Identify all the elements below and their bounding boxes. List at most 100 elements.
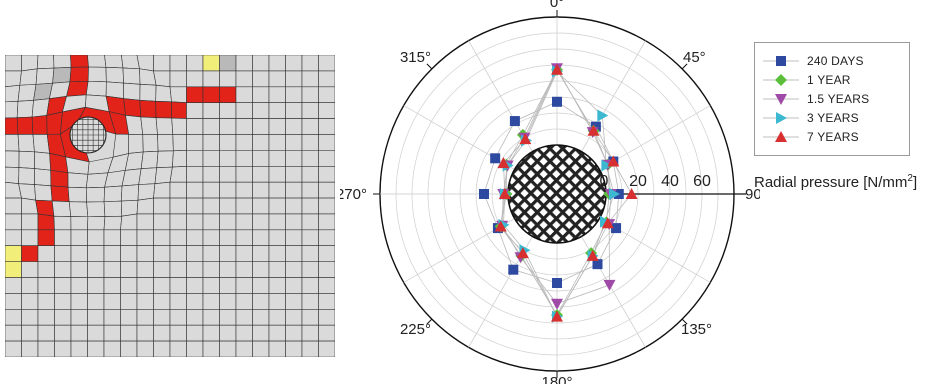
mesh-element [103, 277, 121, 294]
data-point [498, 188, 511, 199]
data-point [776, 56, 786, 66]
mesh-element [37, 309, 55, 326]
mesh-element [202, 324, 220, 342]
mesh-element [202, 150, 220, 167]
mesh-element [37, 293, 55, 310]
mesh-element [268, 70, 286, 88]
data-point [775, 94, 787, 105]
mesh-element [103, 185, 123, 203]
mesh-element [153, 55, 171, 72]
mesh-element [219, 102, 237, 119]
mesh-element [318, 118, 335, 135]
mesh-element [186, 134, 204, 151]
mesh-element [318, 165, 335, 183]
mesh-element [252, 277, 270, 294]
mesh-element [186, 70, 204, 88]
legend-marker [763, 94, 799, 105]
mesh-element [219, 134, 237, 151]
mesh-element [285, 118, 303, 135]
axis-labels: 0° 45° 90° 135° 180° 225° 270° 315° 0 20 40 60 [340, 0, 760, 384]
legend-marker [763, 56, 799, 66]
mesh-element [67, 172, 89, 189]
mesh-element [186, 118, 204, 135]
angle-label: 135° [681, 321, 712, 338]
mesh-element [186, 324, 204, 342]
mesh-element [301, 70, 319, 88]
mesh-element [285, 340, 303, 357]
mesh-element [285, 197, 303, 215]
mesh-element [120, 213, 138, 231]
mesh-element [202, 309, 220, 326]
mesh-element [120, 199, 139, 217]
mesh-element [235, 261, 253, 278]
legend-marker [763, 112, 799, 124]
mesh-element [169, 213, 187, 231]
mesh-element [19, 68, 38, 86]
mesh-element [268, 309, 286, 326]
mesh-element [285, 86, 303, 103]
mesh-element [301, 213, 319, 231]
mesh-element [67, 186, 87, 203]
mesh-element [37, 324, 55, 342]
mesh-element [252, 197, 270, 215]
mesh-element [120, 245, 138, 262]
mesh-element [21, 213, 39, 231]
mesh-element [171, 101, 187, 119]
center-opening [507, 144, 607, 244]
mesh-element [70, 324, 88, 342]
mesh-element [235, 309, 253, 326]
data-point [597, 109, 609, 122]
mesh-element [219, 86, 237, 103]
mesh-element [103, 245, 121, 262]
data-point [479, 189, 489, 199]
mesh-element [70, 309, 88, 326]
radial-axis-title-sup: 2 [907, 173, 913, 184]
mesh-element [318, 293, 335, 310]
mesh-element [219, 213, 237, 231]
mesh-element [5, 150, 20, 168]
mesh-element [252, 261, 270, 278]
mesh-element [5, 55, 22, 72]
mesh-element [5, 70, 22, 88]
mesh-element [87, 340, 105, 357]
mesh-element [136, 261, 154, 278]
mesh-element [202, 229, 220, 247]
data-point [497, 157, 510, 169]
mesh-element [50, 185, 70, 203]
data-point [607, 155, 620, 167]
mesh-element [202, 293, 220, 310]
mesh-element [301, 197, 319, 215]
mesh-element [21, 293, 39, 310]
legend-marker [763, 131, 799, 142]
mesh-element [21, 324, 39, 342]
mesh-element [103, 324, 121, 342]
mesh-element [125, 114, 144, 135]
data-point [625, 188, 638, 199]
mesh-element [219, 197, 237, 215]
mesh-element [136, 309, 154, 326]
mesh-element [103, 200, 123, 217]
mesh-element [202, 197, 220, 215]
mesh-element [172, 150, 187, 168]
mesh-element [136, 340, 154, 357]
mesh-element [155, 117, 174, 135]
data-point [494, 220, 507, 232]
mesh-element [155, 100, 173, 119]
mesh-element [301, 134, 319, 151]
mesh-element [235, 70, 253, 88]
mesh-element [31, 115, 48, 135]
mesh-element [140, 150, 159, 169]
mesh-element [54, 229, 72, 247]
mesh-element [285, 277, 303, 294]
mesh-element [252, 118, 270, 135]
legend-entry: 3 YEARS [755, 110, 905, 126]
mesh-element [70, 245, 88, 262]
mesh-element [35, 67, 55, 85]
mesh-element [318, 277, 335, 294]
mesh-element [318, 102, 335, 119]
mesh-element [21, 245, 39, 262]
mesh-element [318, 134, 335, 151]
mesh-element [171, 117, 187, 135]
mesh-element [285, 102, 303, 119]
mesh-element [21, 261, 39, 278]
